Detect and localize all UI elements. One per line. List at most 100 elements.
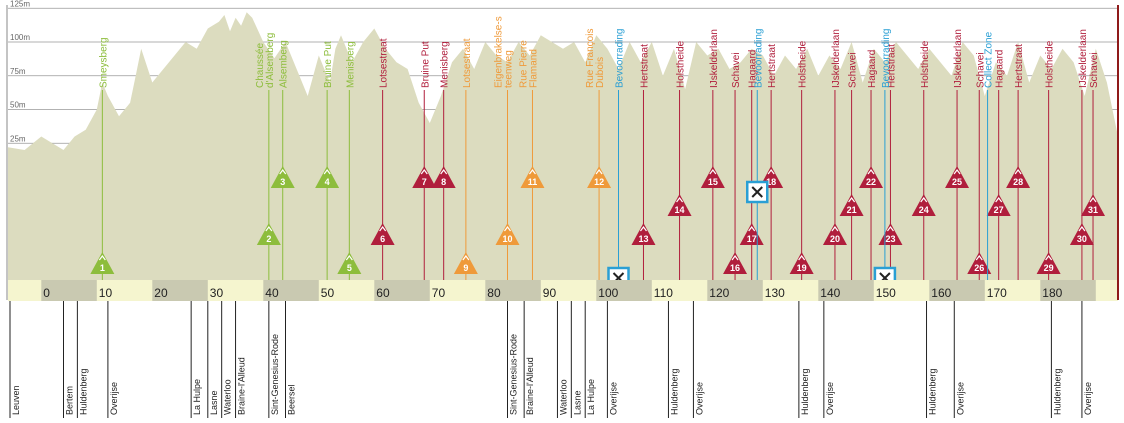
climb-marker (945, 166, 970, 188)
mountain-icon (831, 226, 839, 232)
km-tick-label: 30 (210, 286, 224, 300)
climb-number: 27 (994, 205, 1004, 215)
climb-marker (256, 223, 281, 245)
km-tick-label: 10 (99, 286, 113, 300)
climb-name-label: Hagaard (995, 50, 1006, 88)
mountain-icon (748, 226, 756, 232)
climb-name-label: Lotsestraat (462, 38, 473, 88)
km-tick-label: 160 (931, 286, 951, 300)
climb-name-label: Rue Pierre (518, 40, 529, 88)
climb-marker (270, 166, 295, 188)
town-label: Beersel (287, 384, 297, 415)
climb-number: 17 (747, 234, 757, 244)
climb-marker (453, 252, 478, 274)
climb-name-label: Schavei (975, 52, 986, 88)
climb-name-label: Dubois (595, 57, 606, 88)
climb-marker (495, 223, 520, 245)
climb-name-label: Menisberg (440, 41, 451, 88)
climb-number: 3 (280, 177, 285, 187)
town-label: Huldenberg (78, 368, 88, 415)
climb-name-label: Hertstraat (767, 44, 778, 88)
climb-number: 28 (1013, 177, 1023, 187)
town-label: Leuven (11, 385, 21, 415)
town-label: Waterloo (558, 379, 568, 415)
stop-name-label: Bevoorrading (881, 29, 892, 88)
mountain-icon (867, 169, 875, 175)
town-label: Overijse (109, 382, 119, 415)
mountain-icon (1078, 226, 1086, 232)
mountain-icon (848, 197, 856, 203)
climb-number: 1 (100, 263, 105, 273)
climb-name-label: Holstheide (798, 40, 809, 88)
climb-name-label: Menisberg (345, 41, 356, 88)
elevation-tick-label: 50m (10, 101, 26, 110)
climb-name-labels: Smeysberg Chaussée d'Alsemberg Alsemberg Bru… (98, 16, 1100, 88)
climb-name-label: teenweg (504, 50, 515, 88)
mountain-icon (731, 255, 739, 261)
km-tick-label: 40 (265, 286, 279, 300)
climb-name-label: Bruine Put (420, 41, 431, 88)
town-label: Bertem (65, 386, 75, 415)
climb-name-label: Alsemberg (279, 40, 290, 88)
mountain-icon (504, 226, 511, 232)
km-tick-label: 100 (598, 286, 618, 300)
mountain-icon (639, 226, 647, 232)
town-label: Huldenberg (800, 368, 810, 415)
km-tick-label: 90 (543, 286, 557, 300)
climb-marker (839, 194, 864, 216)
km-tick-label: 150 (876, 286, 896, 300)
mountain-icon (420, 169, 428, 175)
climb-name-label: Lotsestraat (379, 38, 390, 88)
climb-number: 5 (347, 263, 352, 273)
climb-name-label: Bruine Put (323, 41, 334, 88)
km-tick-label: 80 (487, 286, 501, 300)
climb-number: 24 (919, 205, 929, 215)
km-tick-label: 130 (765, 286, 785, 300)
mountain-icon (265, 226, 273, 232)
climb-marker (789, 252, 814, 274)
town-label: Overijse (825, 382, 835, 415)
km-axis-block (707, 280, 763, 301)
climb-marker (315, 166, 340, 188)
climb-marker (1069, 223, 1094, 245)
climb-marker (631, 223, 656, 245)
mountain-icon (767, 169, 775, 175)
climb-name-label: Holstheide (920, 40, 931, 88)
climb-marker (700, 166, 725, 188)
stop-name-label: Bevoorrading (753, 29, 764, 88)
stop-name-label: Bevoorrading (615, 29, 626, 88)
climb-number: 29 (1044, 263, 1054, 273)
climb-marker (1006, 166, 1031, 188)
climb-number: 25 (952, 177, 962, 187)
elevation-tick-label: 125m (10, 0, 30, 8)
town-label: Waterloo (223, 379, 233, 415)
climb-name-label: Hertstraat (639, 44, 650, 88)
climb-number: 23 (885, 234, 895, 244)
town-label: Huldenberg (669, 368, 679, 415)
km-axis-block (485, 280, 541, 301)
climb-number: 8 (441, 177, 446, 187)
climb-name-label: Holstheide (676, 40, 687, 88)
climb-number: 18 (766, 177, 776, 187)
climb-name-label: Eigenbrakelse-s (494, 16, 505, 88)
climb-marker (431, 166, 456, 188)
km-axis-block (152, 280, 208, 301)
town-label: Sint-Genesius-Rode (509, 334, 519, 415)
climb-number: 19 (797, 263, 807, 273)
climb-number: 9 (463, 263, 468, 273)
mountain-icon (98, 255, 106, 261)
mountain-icon (528, 169, 536, 175)
town-label: La Hulpe (586, 379, 596, 415)
town-label: Overijse (694, 382, 704, 415)
climb-name-label: IJskelderlaan (831, 29, 842, 88)
climb-marker (90, 252, 115, 274)
climb-number: 21 (847, 205, 857, 215)
town-labels: Leuven Bertem Huldenberg Overijse La Hulpe La… (9, 301, 1093, 418)
climb-name-label: IJskelderlaan (709, 29, 720, 88)
climb-name-label: IJskelderlaan (1078, 29, 1089, 88)
climb-number: 15 (708, 177, 718, 187)
km-axis-block (374, 280, 430, 301)
town-label: Braine-l'Alleud (237, 357, 247, 415)
town-label: Overijse (955, 382, 965, 415)
climb-number: 31 (1088, 205, 1098, 215)
